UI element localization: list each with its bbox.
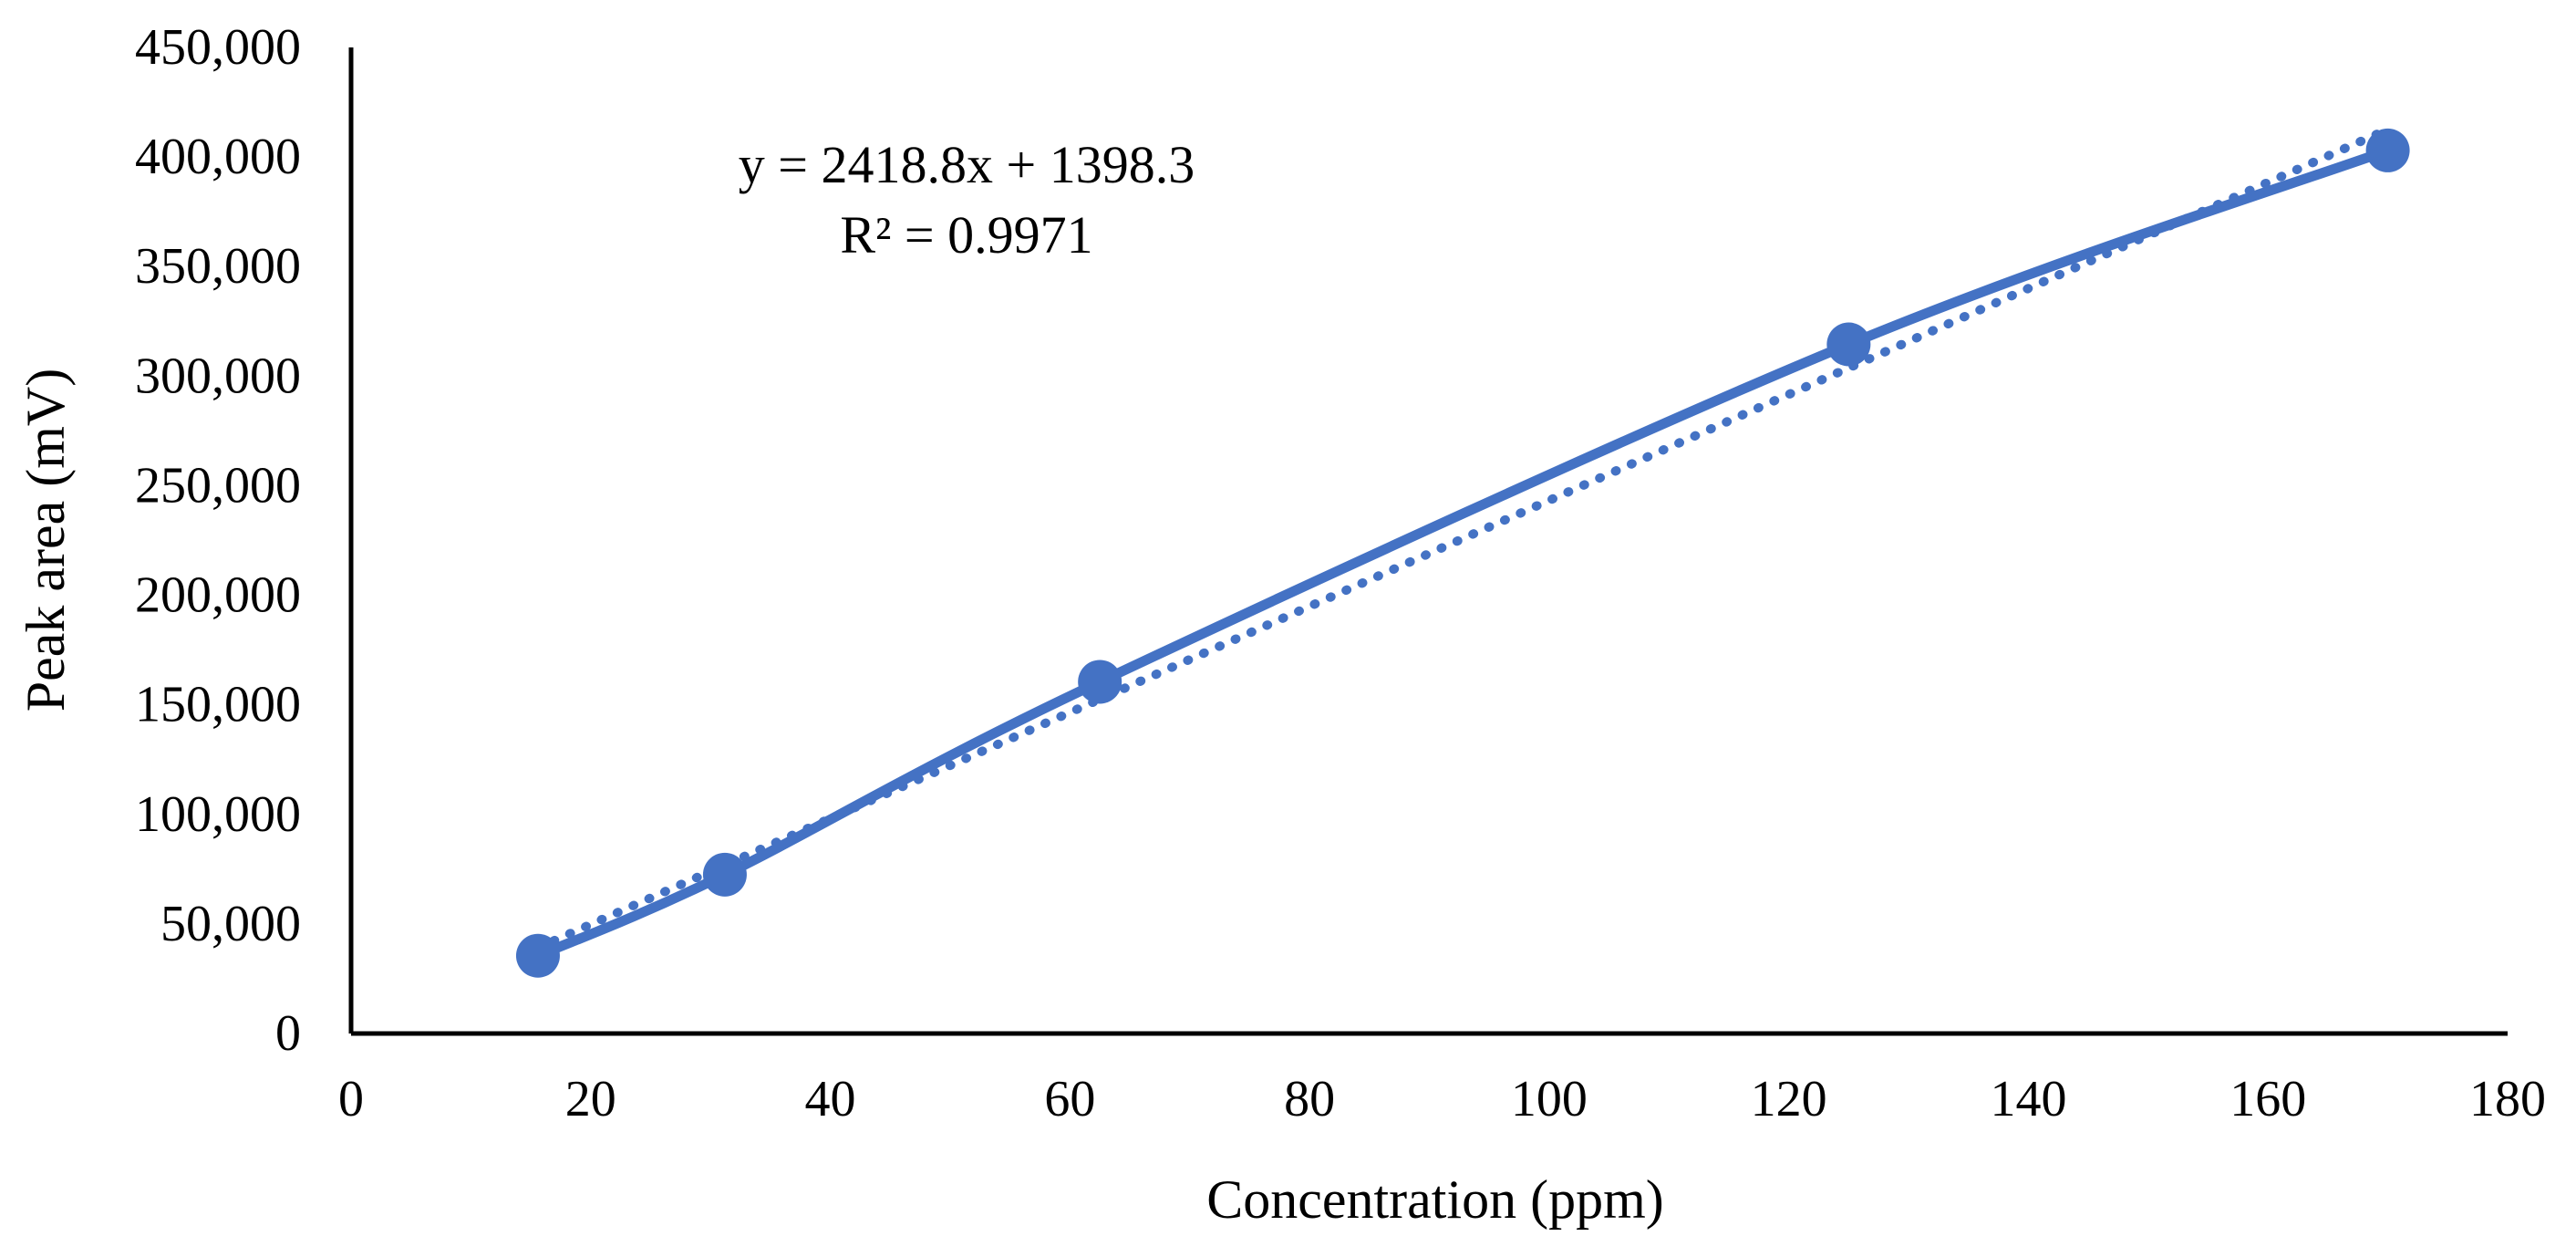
x-tick-labels-group: 0 20 40 60 80 100 120 140 160 180 bbox=[338, 1071, 2546, 1127]
y-tick-label: 100,000 bbox=[135, 786, 301, 843]
linear-trendline bbox=[533, 124, 2393, 952]
series-line-group bbox=[533, 145, 2394, 961]
x-tick-label: 140 bbox=[1990, 1071, 2066, 1127]
x-tick-label: 120 bbox=[1751, 1071, 1827, 1127]
trendline-group bbox=[533, 124, 2393, 952]
series-smoothed-line bbox=[533, 145, 2394, 961]
x-tick-label: 160 bbox=[2229, 1071, 2306, 1127]
axes-group bbox=[348, 47, 2508, 1036]
x-tick-label: 0 bbox=[338, 1071, 364, 1127]
x-tick-label: 40 bbox=[805, 1071, 856, 1127]
data-point-marker bbox=[2365, 128, 2410, 172]
y-tick-labels-group: 0 50,000 100,000 150,000 200,000 250,000 300,0… bbox=[135, 19, 301, 1062]
y-tick-label: 350,000 bbox=[135, 238, 301, 295]
x-tick-label: 60 bbox=[1044, 1071, 1095, 1127]
data-points-group bbox=[515, 128, 2410, 978]
y-tick-label: 200,000 bbox=[135, 567, 301, 624]
y-tick-label: 400,000 bbox=[135, 129, 301, 185]
data-point-marker bbox=[1826, 322, 1871, 367]
y-tick-label: 50,000 bbox=[160, 896, 301, 952]
trendline-r-squared: R² = 0.9971 bbox=[840, 205, 1092, 265]
x-tick-label: 180 bbox=[2469, 1071, 2546, 1127]
data-point-marker bbox=[1078, 660, 1122, 704]
y-tick-label: 0 bbox=[275, 1005, 301, 1062]
data-point-marker bbox=[702, 852, 747, 897]
y-tick-label: 150,000 bbox=[135, 677, 301, 733]
x-tick-label: 100 bbox=[1511, 1071, 1588, 1127]
trendline-equation: y = 2418.8x + 1398.3 bbox=[739, 135, 1195, 194]
x-tick-label: 80 bbox=[1284, 1071, 1335, 1127]
y-tick-label: 300,000 bbox=[135, 348, 301, 404]
x-axis-title: Concentration (ppm) bbox=[1206, 1169, 1664, 1230]
y-tick-label: 250,000 bbox=[135, 457, 301, 514]
y-axis-title: Peak area (mV) bbox=[16, 369, 76, 712]
y-tick-label: 450,000 bbox=[135, 19, 301, 76]
x-tick-label: 20 bbox=[565, 1071, 616, 1127]
data-point-marker bbox=[515, 933, 560, 978]
